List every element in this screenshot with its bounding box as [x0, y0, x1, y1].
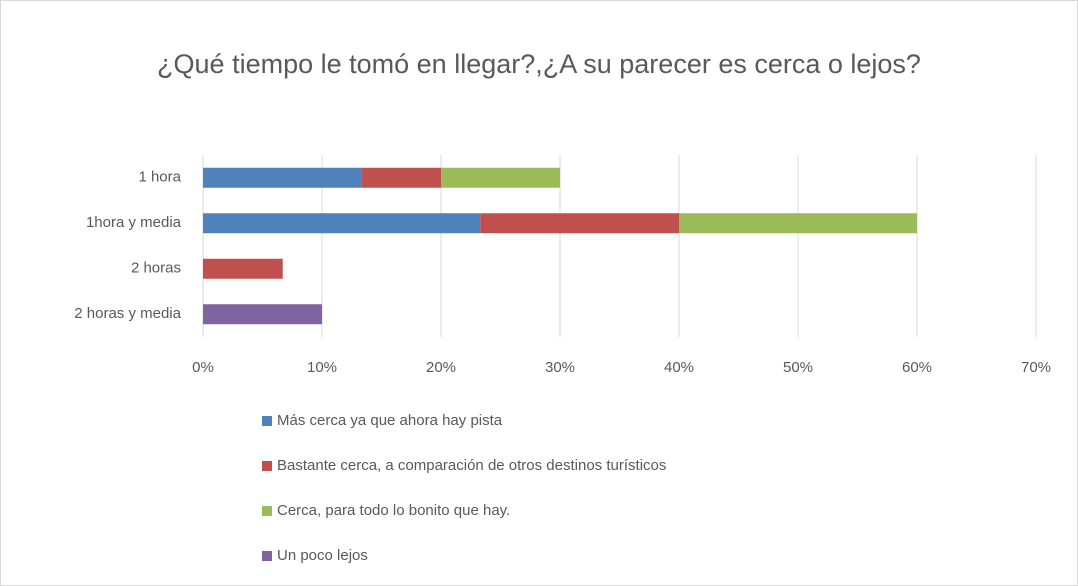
y-tick-label: 2 horas y media — [74, 305, 181, 322]
legend-label: Más cerca ya que ahora hay pista — [277, 412, 503, 429]
bar-segment — [441, 167, 560, 188]
x-tick-label: 70% — [1021, 359, 1051, 376]
bar-segment — [679, 213, 917, 234]
bar-segment — [361, 167, 441, 188]
legend-label: Bastante cerca, a comparación de otros d… — [277, 457, 666, 474]
legend-swatch — [262, 506, 272, 516]
y-tick-label: 2 horas — [131, 260, 181, 277]
y-tick-label: 1hora y media — [86, 214, 182, 231]
x-tick-label: 60% — [902, 359, 932, 376]
x-tick-label: 40% — [664, 359, 694, 376]
x-tick-label: 10% — [307, 359, 337, 376]
x-tick-label: 20% — [426, 359, 456, 376]
bar-segment — [203, 167, 362, 188]
bar-segment — [203, 213, 481, 234]
legend-label: Un poco lejos — [277, 547, 368, 564]
legend-swatch — [262, 461, 272, 471]
bar-segment — [203, 258, 283, 279]
legend-label: Cerca, para todo lo bonito que hay. — [277, 502, 510, 519]
x-tick-label: 0% — [192, 359, 214, 376]
chart-title: ¿Qué tiempo le tomó en llegar?,¿A su par… — [157, 49, 921, 79]
x-tick-label: 30% — [545, 359, 575, 376]
x-tick-label: 50% — [783, 359, 813, 376]
y-tick-label: 1 hora — [138, 169, 181, 186]
legend-swatch — [262, 551, 272, 561]
bar-segment — [203, 304, 322, 325]
legend-swatch — [262, 416, 272, 426]
bar-segment — [480, 213, 679, 234]
